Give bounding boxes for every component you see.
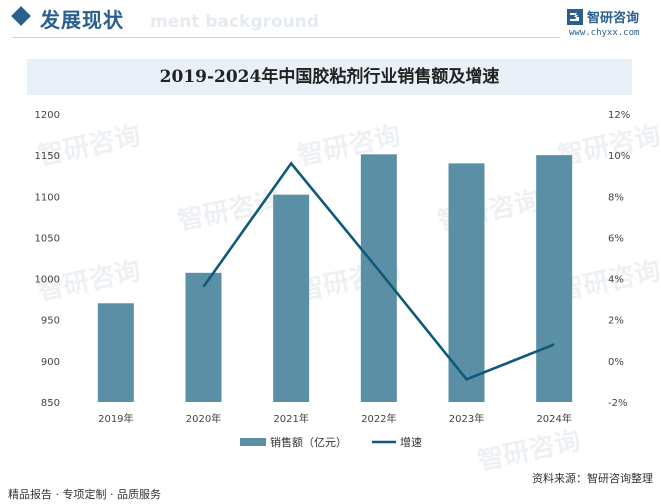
right-tick-label: 10% (608, 151, 630, 162)
line-series (202, 161, 555, 381)
right-tick-label: 12% (608, 110, 630, 121)
x-tick-label: 2020年 (186, 412, 221, 425)
left-tick-label: 1000 (35, 275, 60, 286)
right-tick-label: -2% (608, 398, 627, 409)
right-tick-label: 6% (608, 233, 624, 244)
chart-title: 2019-2024年中国胶粘剂行业销售额及增速 (159, 67, 500, 87)
left-tick-label: 1100 (35, 192, 60, 203)
left-axis-ticks: 850 900 950 1000 1050 1100 1150 1200 (35, 110, 60, 409)
header-divider (12, 37, 560, 38)
bar (360, 154, 397, 402)
legend-label: 增速 (400, 435, 422, 449)
right-tick-label: 2% (608, 316, 624, 327)
x-tick-label: 2019年 (98, 412, 133, 425)
x-tick-label: 2023年 (449, 412, 484, 425)
left-tick-label: 950 (41, 316, 60, 327)
bar (273, 194, 310, 402)
x-tick-label: 2021年 (273, 412, 308, 425)
brand: 智研咨询 www.chyxx.com (567, 7, 657, 39)
watermark-text: 智研咨询 (35, 120, 143, 172)
bar (185, 272, 222, 402)
brand-name: 智研咨询 (587, 11, 640, 26)
bar (448, 163, 485, 402)
left-tick-label: 1150 (35, 151, 60, 162)
x-tick-label: 2024年 (536, 412, 571, 425)
left-tick-label: 900 (41, 357, 60, 368)
bar (97, 303, 134, 402)
chart-title-band: 2019-2024年中国胶粘剂行业销售额及增速 (27, 59, 632, 95)
left-tick-label: 1050 (35, 233, 60, 244)
left-tick-label: 1200 (35, 110, 60, 121)
ghost-title: ment background (150, 12, 320, 32)
x-tick-label: 2022年 (361, 412, 396, 425)
right-tick-label: 4% (608, 275, 624, 286)
section-title: 发展现状 (40, 8, 124, 32)
legend-swatch-bar (240, 438, 266, 446)
brand-logo-icon (567, 9, 583, 25)
right-tick-label: 8% (608, 192, 624, 203)
footer-slogan: 精品报告 · 专项定制 · 品质服务 (8, 488, 161, 501)
watermark-text: 智研咨询 (175, 185, 283, 237)
left-tick-label: 850 (41, 398, 60, 409)
legend-label: 销售额（亿元） (270, 435, 347, 449)
right-tick-label: 0% (608, 357, 624, 368)
brand-url: www.chyxx.com (569, 28, 640, 38)
bar-series (97, 154, 573, 402)
growth-line (202, 161, 555, 381)
header: 发展现状 ment background 智研咨询 www.chyxx.com (0, 0, 661, 42)
x-axis-ticks: 2019年 2020年 2021年 2022年 2023年 2024年 (98, 412, 572, 425)
legend: 销售额（亿元） 增速 (240, 435, 422, 449)
right-axis-ticks: -2% 0% 2% 4% 6% 8% 10% 12% (608, 110, 630, 409)
bar (536, 155, 573, 402)
source-note: 资料来源：智研咨询整理 (532, 472, 653, 485)
